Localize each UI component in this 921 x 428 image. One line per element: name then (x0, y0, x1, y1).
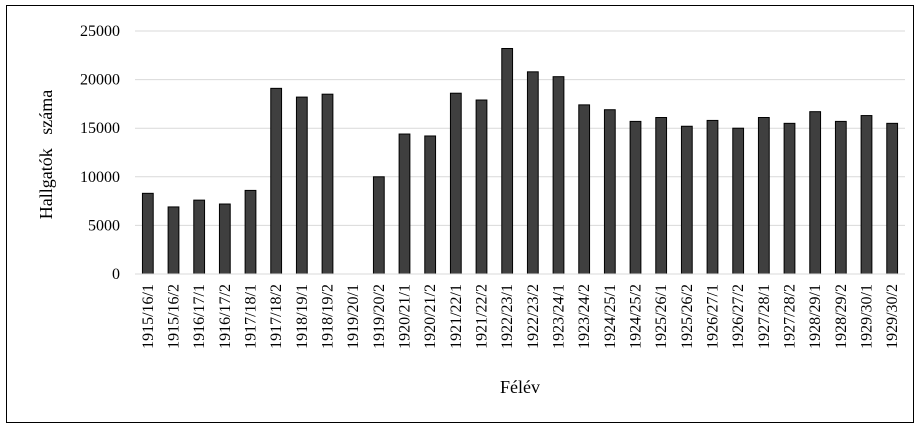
x-tick-label: 1921/22/1 (448, 284, 465, 349)
x-tick-label: 1920/21/2 (422, 284, 439, 349)
x-tick-label: 1915/16/1 (140, 284, 157, 349)
x-tick-label: 1927/28/2 (782, 284, 799, 349)
y-tick-label: 25000 (80, 23, 120, 40)
bar (218, 203, 231, 275)
bar (552, 76, 565, 275)
bar (321, 93, 334, 275)
bar (526, 71, 539, 275)
x-tick-label: 1926/27/2 (730, 284, 747, 349)
bar (629, 120, 642, 275)
gridlines (135, 30, 905, 226)
x-tick-label: 1916/17/1 (191, 284, 208, 349)
x-tick-label: 1920/21/1 (397, 284, 414, 349)
bar (706, 119, 719, 275)
bar (270, 87, 283, 275)
y-tick-label: 0 (112, 266, 120, 283)
x-tick-label: 1921/22/2 (474, 284, 491, 349)
bar (757, 117, 770, 275)
bar (655, 117, 668, 275)
bar (783, 122, 796, 275)
bar (886, 122, 899, 275)
x-tick-label: 1926/27/1 (705, 284, 722, 349)
x-axis-ticks: 1915/16/1 1915/16/2 1916/17/1 1916/17/2 1917… (140, 284, 901, 349)
bar (860, 115, 873, 275)
bar (398, 133, 411, 275)
x-tick-label: 1925/26/2 (679, 284, 696, 349)
x-tick-label: 1923/24/2 (576, 284, 593, 349)
bar (834, 120, 847, 275)
x-tick-label: 1929/30/1 (859, 284, 876, 349)
x-tick-label: 1924/25/2 (628, 284, 645, 349)
x-tick-label: 1915/16/2 (166, 284, 183, 349)
bar (475, 99, 488, 275)
x-tick-label: 1919/20/1 (345, 284, 362, 349)
x-tick-label: 1925/26/1 (653, 284, 670, 349)
y-tick-label: 10000 (80, 169, 120, 186)
x-tick-label: 1928/29/2 (833, 284, 850, 349)
x-tick-label: 1927/28/1 (756, 284, 773, 349)
bars (141, 47, 899, 275)
bar (732, 127, 745, 275)
x-tick-label: 1917/18/1 (243, 284, 260, 349)
bar (295, 96, 308, 275)
x-tick-label: 1929/30/2 (884, 284, 901, 349)
x-tick-label: 1928/29/1 (807, 284, 824, 349)
x-tick-label: 1916/17/2 (217, 284, 234, 349)
x-tick-label: 1917/18/2 (268, 284, 285, 349)
x-tick-label: 1923/24/1 (551, 284, 568, 349)
bar (141, 192, 154, 275)
y-tick-label: 20000 (80, 72, 120, 89)
bar (372, 176, 385, 275)
x-tick-label: 1918/19/1 (294, 284, 311, 349)
bar (193, 199, 206, 275)
bar (603, 109, 616, 275)
x-tick-label: 1919/20/2 (371, 284, 388, 349)
y-tick-label: 5000 (88, 217, 120, 234)
y-axis-ticks: 0 5000 10000 15000 20000 25000 (80, 23, 120, 283)
bar (680, 125, 693, 275)
x-axis-title: Félév (500, 377, 540, 397)
bar (244, 189, 257, 275)
x-tick-label: 1922/23/2 (525, 284, 542, 349)
y-axis-title: Hallgatók száma (36, 90, 56, 219)
x-tick-label: 1922/23/1 (499, 284, 516, 349)
x-tick-label: 1918/19/2 (320, 284, 337, 349)
x-tick-label: 1924/25/1 (602, 284, 619, 349)
y-tick-label: 15000 (80, 120, 120, 137)
bar (578, 104, 591, 275)
bar (167, 206, 180, 275)
bar (809, 111, 822, 275)
bar (424, 135, 437, 275)
bar (501, 47, 514, 275)
bar (449, 92, 462, 275)
